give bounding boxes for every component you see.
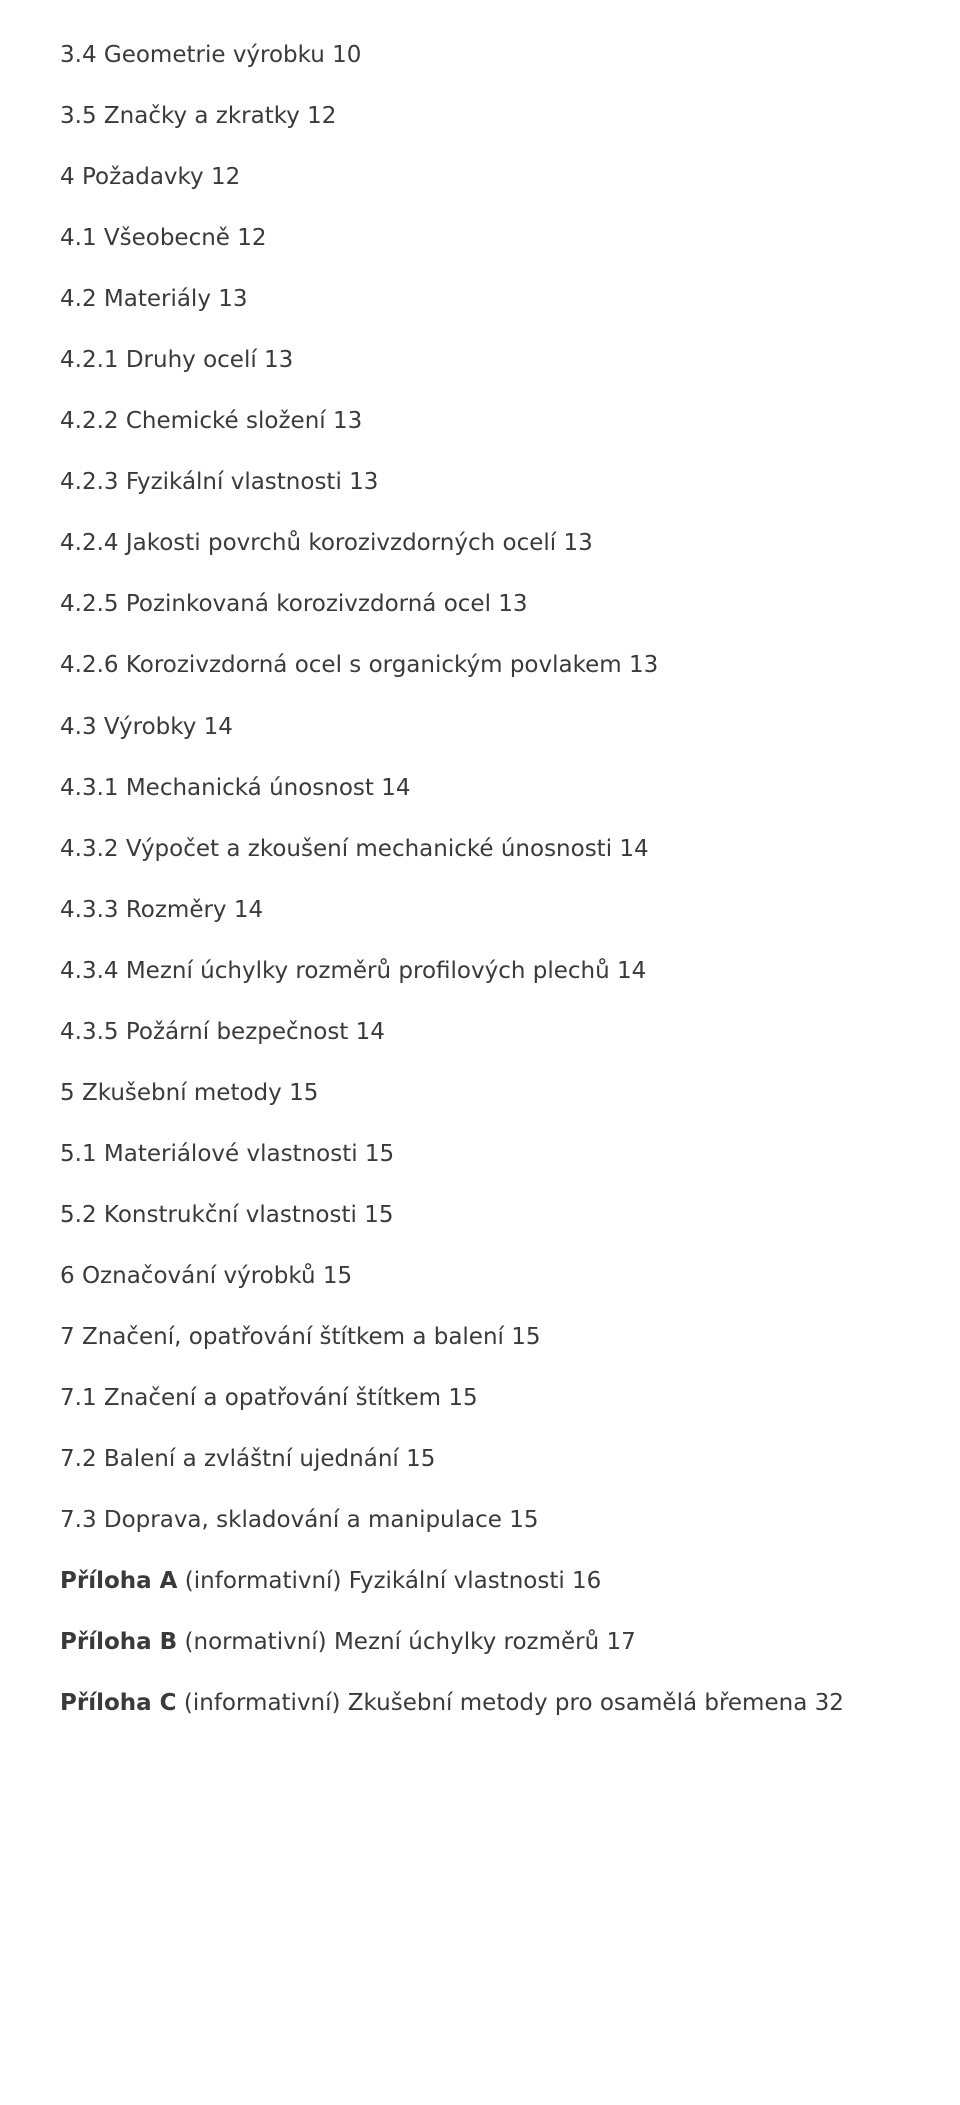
toc-entry-rest: (informativní) Fyzikální vlastnosti 16 [177, 1568, 601, 1594]
toc-entry: 4.1 Všeobecně 12 [60, 223, 900, 254]
toc-entry: Příloha A (informativní) Fyzikální vlast… [60, 1566, 900, 1597]
toc-entry-text: 4.2.2 Chemické složení 13 [60, 408, 362, 434]
toc-entry: 4.2.5 Pozinkovaná korozivzdorná ocel 13 [60, 589, 900, 620]
toc-entry: 4.2 Materiály 13 [60, 284, 900, 315]
toc-entry-prefix: Příloha B [60, 1629, 177, 1655]
toc-entry: 4.2.6 Korozivzdorná ocel s organickým po… [60, 650, 900, 681]
toc-entry: 7.1 Značení a opatřování štítkem 15 [60, 1383, 900, 1414]
toc-entry-text: 4.3.2 Výpočet a zkoušení mechanické únos… [60, 836, 649, 862]
toc-entry-text: 4.3.1 Mechanická únosnost 14 [60, 775, 411, 801]
toc-entry: 4.2.4 Jakosti povrchů korozivzdorných oc… [60, 528, 900, 559]
toc-entry: 4.3 Výrobky 14 [60, 712, 900, 743]
toc-entry: 6 Označování výrobků 15 [60, 1261, 900, 1292]
toc-entry: 3.4 Geometrie výrobku 10 [60, 40, 900, 71]
toc-entry: 4.3.4 Mezní úchylky rozměrů profilových … [60, 956, 900, 987]
toc-entry: 3.5 Značky a zkratky 12 [60, 101, 900, 132]
table-of-contents: 3.4 Geometrie výrobku 10 3.5 Značky a zkr… [60, 40, 900, 1719]
toc-entry-text: 4.2.5 Pozinkovaná korozivzdorná ocel 13 [60, 591, 528, 617]
toc-entry: 4.3.5 Požární bezpečnost 14 [60, 1017, 900, 1048]
toc-entry-text: 4.3 Výrobky 14 [60, 714, 233, 740]
toc-entry: 5.2 Konstrukční vlastnosti 15 [60, 1200, 900, 1231]
toc-entry: 5 Zkušební metody 15 [60, 1078, 900, 1109]
toc-entry: 4.3.2 Výpočet a zkoušení mechanické únos… [60, 834, 900, 865]
toc-entry: 7.3 Doprava, skladování a manipulace 15 [60, 1505, 900, 1536]
toc-entry-text: 7.2 Balení a zvláštní ujednání 15 [60, 1446, 435, 1472]
toc-entry-text: 4 Požadavky 12 [60, 164, 240, 190]
toc-entry: 4.2.3 Fyzikální vlastnosti 13 [60, 467, 900, 498]
toc-entry-text: 4.3.3 Rozměry 14 [60, 897, 263, 923]
toc-entry-text: 4.1 Všeobecně 12 [60, 225, 267, 251]
toc-entry-text: 4.2.1 Druhy ocelí 13 [60, 347, 293, 373]
toc-entry: Příloha C (informativní) Zkušební metody… [60, 1688, 900, 1719]
toc-entry-text: 3.5 Značky a zkratky 12 [60, 103, 336, 129]
toc-entry-prefix: Příloha A [60, 1568, 177, 1594]
toc-entry-text: 5 Zkušební metody 15 [60, 1080, 318, 1106]
toc-entry: 4.2.1 Druhy ocelí 13 [60, 345, 900, 376]
toc-entry-text: 5.1 Materiálové vlastnosti 15 [60, 1141, 394, 1167]
toc-entry-text: 4.2.6 Korozivzdorná ocel s organickým po… [60, 652, 658, 678]
toc-entry: 5.1 Materiálové vlastnosti 15 [60, 1139, 900, 1170]
toc-entry-text: 4.2 Materiály 13 [60, 286, 248, 312]
toc-entry-text: 4.2.4 Jakosti povrchů korozivzdorných oc… [60, 530, 593, 556]
toc-entry-rest: (normativní) Mezní úchylky rozměrů 17 [177, 1629, 636, 1655]
toc-entry-text: 7.3 Doprava, skladování a manipulace 15 [60, 1507, 539, 1533]
toc-entry: Příloha B (normativní) Mezní úchylky roz… [60, 1627, 900, 1658]
toc-entry-text: 5.2 Konstrukční vlastnosti 15 [60, 1202, 393, 1228]
toc-entry: 4.3.1 Mechanická únosnost 14 [60, 773, 900, 804]
toc-entry-text: 4.2.3 Fyzikální vlastnosti 13 [60, 469, 378, 495]
toc-entry: 4 Požadavky 12 [60, 162, 900, 193]
toc-entry: 4.3.3 Rozměry 14 [60, 895, 900, 926]
toc-entry-text: 7 Značení, opatřování štítkem a balení 1… [60, 1324, 541, 1350]
toc-entry: 7.2 Balení a zvláštní ujednání 15 [60, 1444, 900, 1475]
toc-entry-text: 4.3.4 Mezní úchylky rozměrů profilových … [60, 958, 646, 984]
toc-entry-prefix: Příloha C [60, 1690, 177, 1716]
toc-entry-rest: (informativní) Zkušební metody pro osamě… [177, 1690, 844, 1716]
toc-entry-text: 3.4 Geometrie výrobku 10 [60, 42, 361, 68]
toc-entry-text: 4.3.5 Požární bezpečnost 14 [60, 1019, 385, 1045]
toc-entry-text: 6 Označování výrobků 15 [60, 1263, 352, 1289]
toc-entry: 4.2.2 Chemické složení 13 [60, 406, 900, 437]
toc-entry: 7 Značení, opatřování štítkem a balení 1… [60, 1322, 900, 1353]
toc-entry-text: 7.1 Značení a opatřování štítkem 15 [60, 1385, 478, 1411]
